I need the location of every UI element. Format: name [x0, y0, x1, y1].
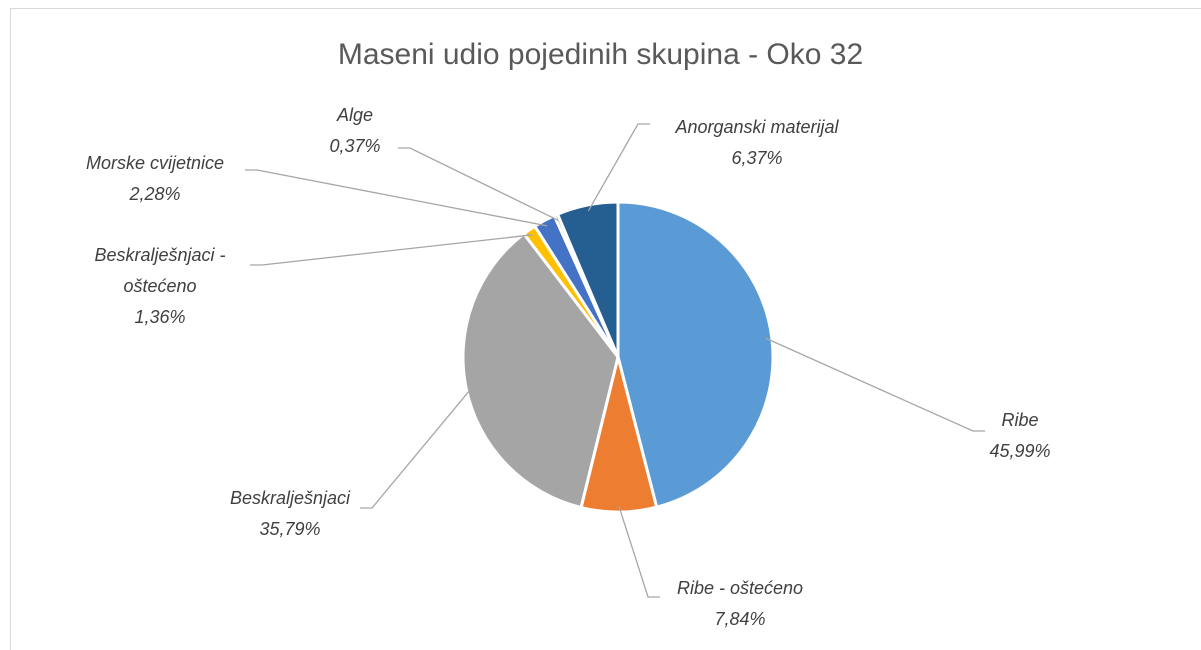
leader-line: [587, 123, 650, 212]
leader-line: [245, 169, 548, 227]
data-label: Alge 0,37%: [295, 100, 415, 162]
data-label: Ribe - oštećeno 7,84%: [620, 573, 860, 635]
label-value: 6,37%: [731, 148, 783, 168]
data-label: Morske cvijetnice 2,28%: [35, 148, 275, 210]
label-value: 0,37%: [329, 136, 381, 156]
data-label: Anorganski materijal 6,37%: [627, 112, 887, 174]
data-label: Beskralješnjaci 35,79%: [180, 483, 400, 545]
label-name: Anorganski materijal: [675, 117, 839, 137]
label-value: 2,28%: [129, 184, 181, 204]
pie-slice: [555, 200, 620, 358]
label-value: 35,79%: [259, 519, 321, 539]
label-value: 45,99%: [989, 441, 1051, 461]
pie-slice: [616, 200, 775, 509]
leader-line: [250, 234, 533, 266]
label-name: Ribe - oštećeno: [676, 578, 804, 598]
chart-title: Maseni udio pojedinih skupina - Oko 32: [337, 38, 864, 71]
label-value: 7,84%: [714, 609, 766, 629]
label-name: Beskralješnjaci - oštećeno: [94, 245, 226, 296]
label-name: Ribe: [1001, 410, 1039, 430]
label-name: Alge: [336, 105, 374, 125]
leader-line: [398, 147, 559, 222]
data-label: Ribe 45,99%: [920, 405, 1120, 467]
leader-line: [765, 337, 985, 432]
label-name: Morske cvijetnice: [85, 153, 225, 173]
label-name: Beskralješnjaci: [229, 488, 351, 508]
data-label: Beskralješnjaci - oštećeno 1,36%: [68, 240, 253, 333]
label-value: 1,36%: [134, 307, 186, 327]
leader-line: [618, 505, 660, 598]
leader-line: [360, 387, 473, 509]
pie-slice: [461, 231, 620, 510]
